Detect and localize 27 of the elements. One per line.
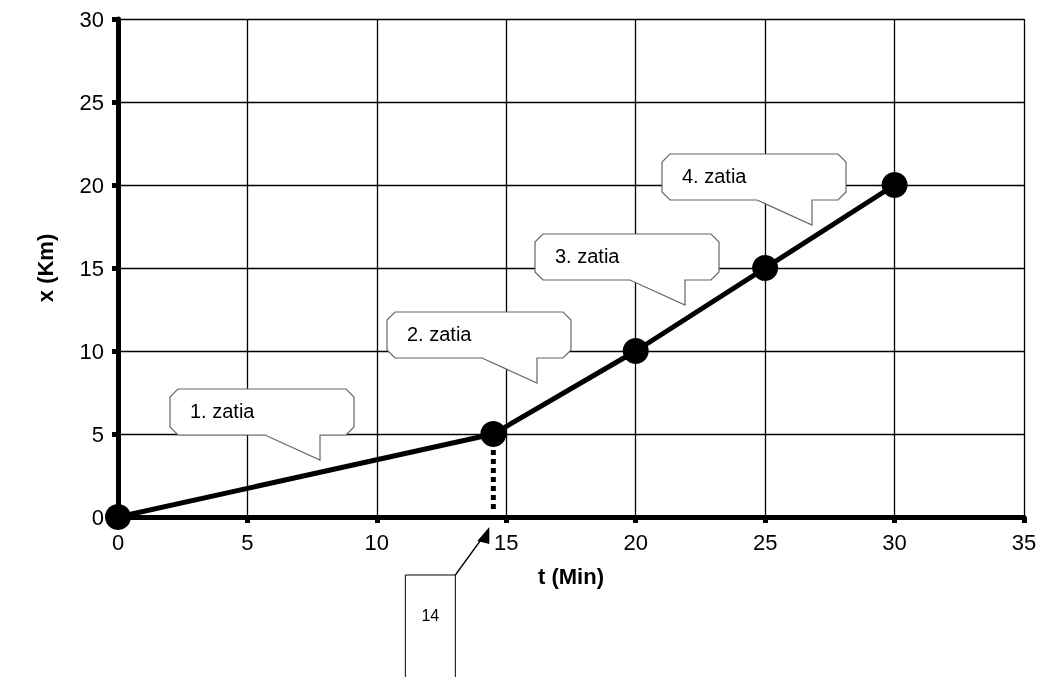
y-tick-label: 30	[79, 6, 104, 32]
point	[105, 504, 131, 530]
y-tick-label: 20	[79, 172, 104, 198]
x-tick-label: 30	[882, 529, 907, 555]
annotation: 2. zatia	[407, 322, 472, 346]
point	[622, 338, 649, 364]
x-tick-label: 15	[494, 529, 519, 555]
x-tick-label: 35	[1011, 529, 1037, 555]
x-tick-label: 5	[241, 529, 254, 555]
y-tick-label: 10	[79, 338, 104, 364]
point	[752, 255, 779, 281]
x-tick-label: 0	[111, 529, 125, 555]
x-tick-label: 10	[364, 529, 390, 555]
x-tick-label: 20	[623, 529, 648, 555]
y-tick-label: 15	[79, 255, 104, 281]
point	[480, 421, 507, 447]
y-tick-label: 25	[79, 89, 104, 115]
annotation: 4. zatia	[682, 164, 747, 188]
x-tick-label: 25	[752, 529, 778, 555]
annotation: 1. zatia	[190, 399, 255, 423]
x-axis-title: t (Min)	[538, 563, 604, 589]
y-axis-title: x (Km)	[32, 233, 58, 303]
y-tick-label: 5	[91, 421, 104, 447]
point	[881, 172, 908, 198]
y-tick-label: 0	[91, 504, 104, 530]
annotation: 3. zatia	[555, 244, 620, 268]
ref-line-label: 14	[421, 606, 440, 624]
